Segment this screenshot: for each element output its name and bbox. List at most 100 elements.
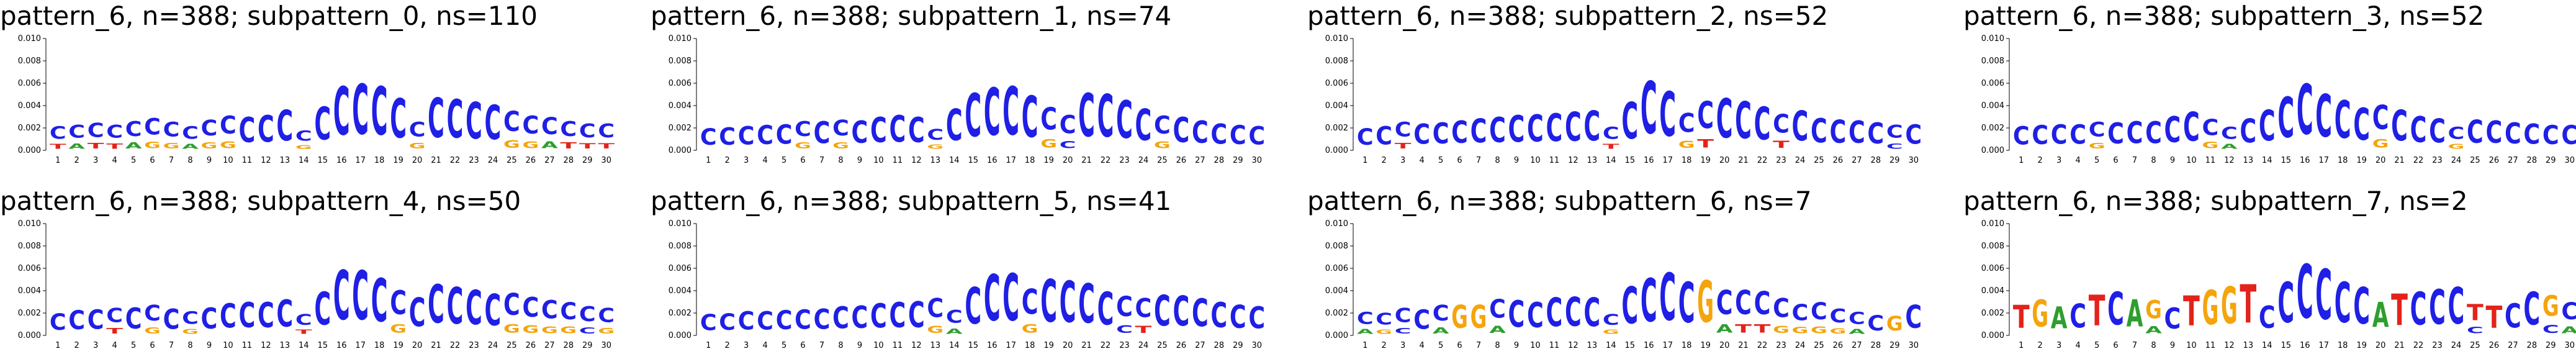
- x-tick-label: 20: [1719, 341, 1730, 350]
- panel-title: pattern_6, n=388; subpattern_3, ns=52: [1963, 1, 2485, 31]
- logo-letter-C-21: C: [1754, 98, 1771, 151]
- logo-panel-2: pattern_6, n=388; subpattern_2, ns=52 0.0…: [1307, 0, 1928, 174]
- logo-letter-C-13: C: [946, 306, 963, 327]
- logo-letter-T-0: T: [50, 142, 66, 150]
- x-tick-label: 17: [1662, 156, 1673, 165]
- logo-letter-C-0: C: [2013, 122, 2030, 151]
- logo-letter-T-4: T: [2089, 288, 2105, 336]
- logo-letter-G-5: G: [1451, 299, 1468, 335]
- logo-letter-T-28: T: [579, 142, 596, 150]
- logo-letter-C-25: C: [2485, 116, 2502, 151]
- x-tick-label: 12: [2224, 156, 2235, 165]
- x-tick-label: 7: [169, 341, 174, 350]
- logo-panel-0: pattern_6, n=388; subpattern_0, ns=110 0.…: [0, 0, 621, 174]
- logo-letter-T-3: T: [106, 142, 123, 150]
- logo-letter-T-3: T: [106, 327, 123, 335]
- x-tick-label: 28: [1871, 341, 1881, 350]
- x-tick-label: 5: [1438, 156, 1443, 165]
- logo-letter-C-15: C: [1641, 68, 1657, 150]
- y-tick-label: 0.004: [1325, 101, 1348, 111]
- logo-letter-T-13: T: [295, 329, 312, 335]
- x-tick-label: 6: [150, 156, 155, 165]
- logo-letter-C-24: C: [503, 106, 520, 138]
- logo-letter-G-4: G: [2089, 141, 2105, 150]
- x-tick-label: 10: [2186, 156, 2197, 165]
- y-tick-label: 0.010: [18, 219, 41, 229]
- y-tick-label: 0.000: [1325, 331, 1348, 340]
- x-tick-label: 23: [1776, 341, 1786, 350]
- logo-letter-C-2: C: [738, 307, 755, 336]
- logo-letter-C-26: C: [541, 296, 558, 325]
- logo-letter-C-10: C: [2202, 116, 2218, 140]
- x-tick-label: 26: [1833, 156, 1844, 165]
- x-tick-label: 3: [744, 341, 749, 350]
- logo-letter-C-22: C: [1773, 293, 1790, 324]
- logo-letter-C-11: C: [258, 296, 274, 336]
- logo-letter-C-1: C: [719, 309, 736, 335]
- x-tick-label: 20: [1063, 341, 1073, 350]
- logo-letter-C-22: C: [1116, 91, 1133, 151]
- x-tick-label: 12: [1568, 341, 1578, 350]
- x-tick-label: 26: [526, 341, 536, 350]
- logo-letter-C-8: C: [201, 116, 218, 141]
- x-tick-label: 20: [412, 341, 423, 350]
- y-tick-label: 0.004: [669, 101, 691, 111]
- logo-letter-C-1: C: [68, 306, 85, 336]
- logo-letter-C-12: C: [276, 292, 293, 335]
- x-tick-label: 20: [2376, 341, 2386, 350]
- logo-letter-G-7: G: [182, 327, 199, 335]
- x-tick-label: 8: [1495, 156, 1500, 165]
- logo-letter-C-0: C: [1357, 309, 1374, 329]
- x-tick-label: 13: [1587, 156, 1598, 165]
- x-tick-label: 16: [987, 156, 998, 165]
- logo-letter-C-19: C: [1716, 88, 1733, 150]
- logo-letter-C-29: C: [1905, 299, 1922, 336]
- x-tick-label: 29: [1889, 341, 1900, 350]
- logo-letter-C-25: C: [1829, 305, 1846, 327]
- logo-letter-C-4: C: [125, 117, 142, 141]
- x-tick-label: 1: [706, 341, 711, 350]
- y-tick-label: 0.000: [669, 146, 691, 155]
- logo-letter-C-13: C: [2259, 102, 2276, 150]
- x-tick-label: 6: [2113, 156, 2118, 165]
- x-tick-label: 20: [1719, 156, 1730, 165]
- logo-letter-C-4: C: [2089, 119, 2105, 142]
- x-tick-label: 22: [1101, 341, 1111, 350]
- x-tick-label: 21: [1738, 341, 1749, 350]
- x-tick-label: 30: [2564, 341, 2575, 350]
- logo-letter-T-2: T: [88, 142, 104, 150]
- x-tick-label: 19: [393, 156, 403, 165]
- x-tick-label: 13: [930, 156, 941, 165]
- x-tick-label: 4: [112, 341, 117, 350]
- logo-letter-C-3: C: [106, 304, 123, 327]
- logo-letter-A-19: A: [1716, 322, 1733, 335]
- x-tick-label: 25: [507, 341, 517, 350]
- panel-title: pattern_6, n=388; subpattern_1, ns=74: [651, 1, 1172, 31]
- logo-letter-C-17: C: [1678, 108, 1695, 139]
- logo-letter-C-1: C: [1376, 122, 1392, 151]
- x-tick-label: 21: [1738, 156, 1749, 165]
- logo-letter-C-27: C: [1210, 296, 1227, 336]
- x-tick-label: 1: [1362, 341, 1367, 350]
- logo-letter-C-20: C: [428, 275, 444, 335]
- y-tick-label: 0.006: [669, 79, 691, 88]
- x-tick-label: 12: [261, 156, 271, 165]
- x-tick-label: 26: [526, 156, 536, 165]
- logo-letter-G-26: G: [541, 324, 558, 335]
- logo-letter-C-21: C: [447, 277, 464, 335]
- logo-letter-C-20: C: [2391, 102, 2408, 150]
- x-tick-label: 1: [55, 341, 60, 350]
- y-tick-label: 0.002: [18, 124, 41, 133]
- x-tick-label: 3: [93, 156, 98, 165]
- logo-letter-T-0: T: [2013, 299, 2030, 335]
- logo-letter-C-25: C: [522, 111, 539, 139]
- logo-letter-C-27: C: [2523, 283, 2540, 336]
- x-tick-label: 4: [1419, 341, 1424, 350]
- x-tick-label: 29: [2546, 341, 2556, 350]
- x-tick-label: 17: [2318, 156, 2329, 165]
- logo-letter-C-6: C: [163, 119, 180, 142]
- logo-letter-A-4: A: [1433, 326, 1450, 335]
- logo-letter-C-16: C: [352, 257, 369, 335]
